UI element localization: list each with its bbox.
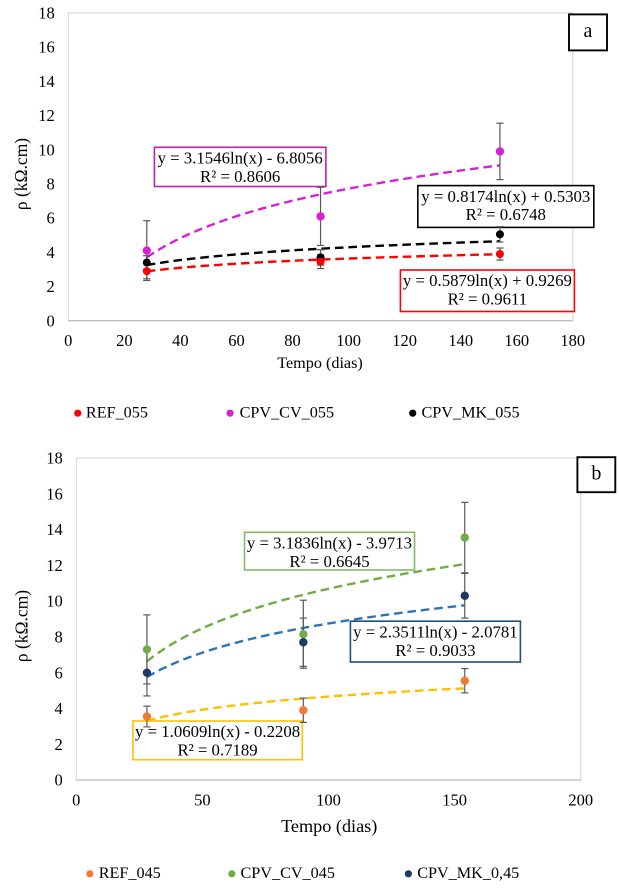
- svg-text:R² = 0.6645: R² = 0.6645: [289, 552, 369, 571]
- svg-text:R² = 0.7189: R² = 0.7189: [177, 741, 257, 760]
- svg-text:140: 140: [448, 331, 473, 350]
- svg-text:4: 4: [46, 243, 54, 262]
- svg-text:a: a: [584, 20, 593, 42]
- svg-text:R² = 0.9611: R² = 0.9611: [448, 290, 528, 309]
- svg-text:R² = 0.8606: R² = 0.8606: [200, 167, 280, 186]
- svg-text:2: 2: [54, 735, 62, 754]
- svg-text:CPV_CV_045: CPV_CV_045: [241, 864, 335, 882]
- svg-text:10: 10: [38, 140, 55, 159]
- svg-text:R² = 0.9033: R² = 0.9033: [395, 641, 475, 660]
- svg-text:CPV_CV_055: CPV_CV_055: [240, 404, 334, 422]
- svg-text:y = 3.1836ln(x) - 3.9713: y = 3.1836ln(x) - 3.9713: [247, 534, 412, 553]
- svg-text:8: 8: [54, 627, 62, 646]
- svg-text:40: 40: [172, 331, 189, 350]
- svg-text:8: 8: [46, 175, 54, 194]
- svg-text:10: 10: [46, 592, 63, 611]
- svg-text:y = 3.1546ln(x) - 6.8056: y = 3.1546ln(x) - 6.8056: [158, 149, 323, 168]
- svg-text:12: 12: [38, 106, 55, 125]
- svg-text:12: 12: [46, 556, 63, 575]
- svg-text:0: 0: [54, 771, 62, 790]
- svg-text:4: 4: [54, 699, 62, 718]
- svg-text:20: 20: [116, 331, 133, 350]
- svg-text:80: 80: [284, 331, 301, 350]
- svg-text:R² = 0.6748: R² = 0.6748: [466, 205, 546, 224]
- svg-text:2: 2: [46, 277, 54, 296]
- svg-text:6: 6: [54, 663, 62, 682]
- svg-text:50: 50: [194, 790, 211, 809]
- svg-text:ρ (kΩ.cm): ρ (kΩ.cm): [11, 138, 31, 210]
- svg-text:ρ (kΩ.cm): ρ (kΩ.cm): [12, 590, 32, 662]
- svg-text:14: 14: [38, 72, 55, 91]
- svg-text:6: 6: [46, 209, 54, 228]
- svg-text:100: 100: [316, 790, 341, 809]
- svg-text:y = 1.0609ln(x) - 0.2208: y = 1.0609ln(x) - 0.2208: [135, 722, 300, 741]
- svg-text:200: 200: [568, 790, 593, 809]
- svg-text:Tempo (dias): Tempo (dias): [281, 816, 377, 837]
- svg-text:Tempo (dias): Tempo (dias): [277, 354, 363, 372]
- svg-text:y = 0.5879ln(x) + 0.9269: y = 0.5879ln(x) + 0.9269: [403, 271, 572, 290]
- svg-text:16: 16: [46, 484, 63, 503]
- svg-text:160: 160: [504, 331, 529, 350]
- svg-text:150: 150: [442, 790, 467, 809]
- svg-text:180: 180: [560, 331, 585, 350]
- svg-text:CPV_MK_055: CPV_MK_055: [422, 404, 520, 422]
- svg-text:CPV_MK_0,45: CPV_MK_0,45: [417, 864, 519, 882]
- svg-text:18: 18: [38, 4, 55, 23]
- svg-text:18: 18: [46, 449, 63, 468]
- svg-text:b: b: [591, 463, 601, 485]
- svg-text:y = 2.3511ln(x) - 2.0781: y = 2.3511ln(x) - 2.0781: [353, 622, 518, 641]
- svg-text:y = 0.8174ln(x) + 0.5303: y = 0.8174ln(x) + 0.5303: [421, 187, 590, 206]
- svg-text:16: 16: [38, 38, 55, 57]
- svg-text:0: 0: [46, 311, 54, 330]
- svg-text:REF_045: REF_045: [99, 864, 161, 882]
- svg-text:14: 14: [46, 520, 63, 539]
- svg-text:REF_055: REF_055: [86, 404, 148, 422]
- svg-text:120: 120: [392, 331, 417, 350]
- svg-text:60: 60: [228, 331, 245, 350]
- svg-text:0: 0: [72, 790, 80, 809]
- svg-text:100: 100: [336, 331, 361, 350]
- svg-text:0: 0: [64, 331, 72, 350]
